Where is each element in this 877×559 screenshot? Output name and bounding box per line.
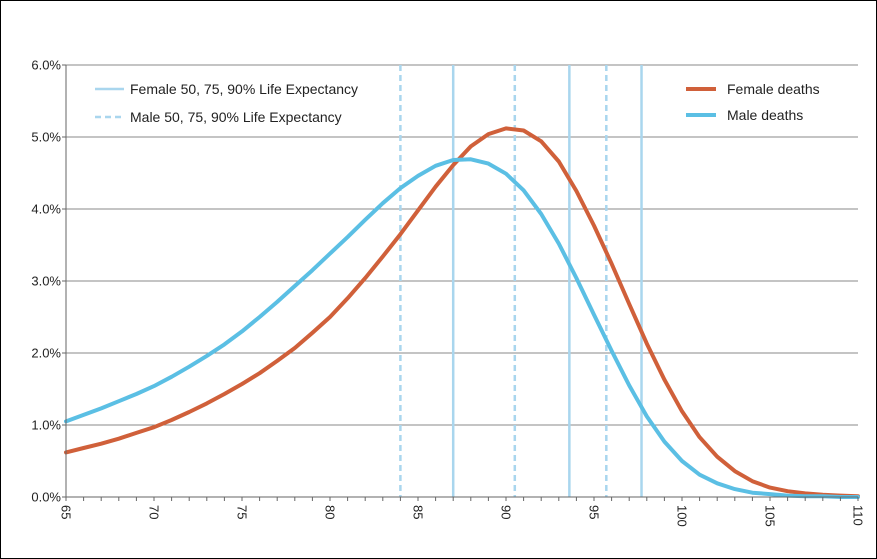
y-tick-label: 0.0% — [31, 490, 61, 505]
legend-label: Female deaths — [727, 81, 820, 97]
death-series — [64, 126, 860, 499]
x-tick-label: 105 — [763, 505, 778, 527]
y-tick-label: 2.0% — [31, 346, 61, 361]
x-tick-label: 110 — [851, 505, 866, 526]
male-deaths-line — [64, 157, 860, 499]
y-tick-label: 6.0% — [31, 58, 61, 73]
x-tick-label: 70 — [147, 505, 162, 519]
axes: 0.0% 1.0% 2.0% 3.0% 4.0% 5.0% 6.0% 65 70 75 80 85 90… — [31, 58, 865, 527]
y-tick-label: 1.0% — [31, 418, 61, 433]
x-tick-label: 95 — [587, 505, 602, 519]
legend-label: Male deaths — [727, 107, 803, 123]
legend-label: Female 50, 75, 90% Life Expectancy — [130, 81, 358, 97]
life-expectancy-lines — [399, 65, 643, 497]
female-deaths-line — [64, 126, 860, 499]
gridlines — [66, 64, 858, 426]
x-tick-label: 85 — [411, 505, 426, 519]
legends: Female 50, 75, 90% Life Expectancy Male 5… — [95, 81, 820, 125]
x-tick-label: 75 — [235, 505, 250, 519]
x-tick-label: 90 — [499, 505, 514, 519]
legend-label: Male 50, 75, 90% Life Expectancy — [130, 109, 342, 125]
x-tick-label: 65 — [59, 505, 74, 519]
y-tick-label: 3.0% — [31, 274, 61, 289]
y-tick-label: 5.0% — [31, 130, 61, 145]
y-tick-label: 4.0% — [31, 202, 61, 217]
x-tick-label: 80 — [323, 505, 338, 519]
x-tick-label: 100 — [675, 505, 690, 527]
